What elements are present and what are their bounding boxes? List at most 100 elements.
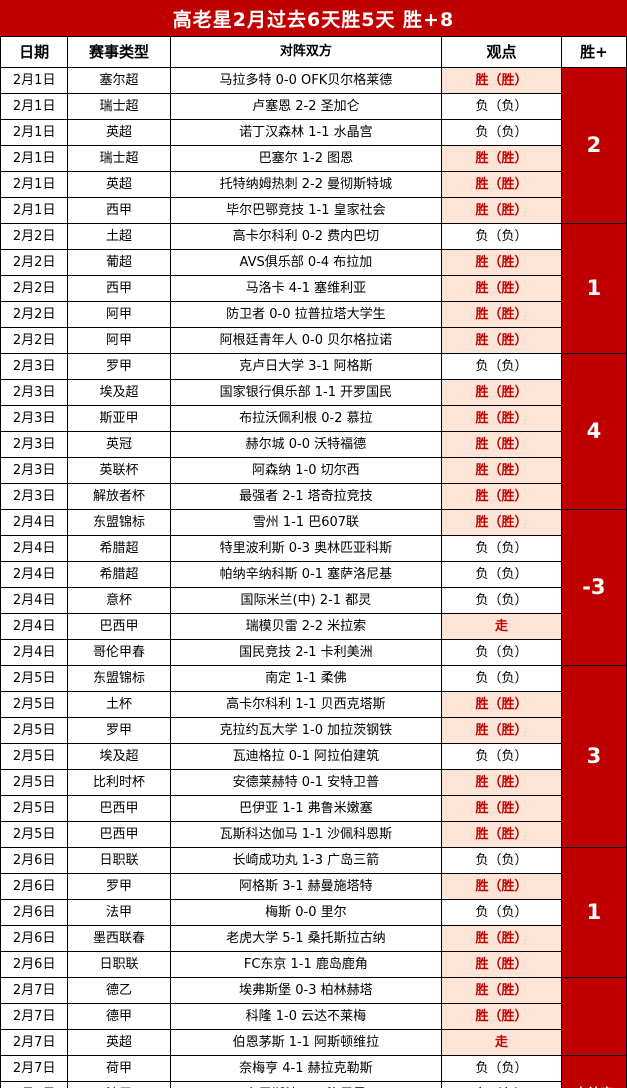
header-match: 对阵双方 (169, 36, 443, 68)
table-row: 2月4日 意杯 国际米兰(中) 2-1 都灵 负（负） (0, 587, 627, 614)
cell-date: 2月3日 (0, 483, 69, 510)
cell-match: 赫尔城 0-0 沃特福德 (169, 431, 443, 458)
cell-view: 胜（胜） (441, 977, 562, 1004)
table-row: 2月5日 罗甲 克拉约瓦大学 1-0 加拉茨钢铁 胜（胜） (0, 717, 627, 744)
cell-league: 法甲 (67, 899, 171, 926)
cell-view: 胜（胜） (441, 951, 562, 978)
cell-date: 2月5日 (0, 665, 69, 692)
cell-match: 南定 1-1 柔佛 (169, 665, 443, 692)
cell-match: 阿格斯 3-1 赫曼施塔特 (169, 873, 443, 900)
cell-league: 德乙 (67, 977, 171, 1004)
cell-match: 马洛卡 4-1 塞维利亚 (169, 275, 443, 302)
cell-date: 2月1日 (0, 93, 69, 120)
cell-match: AVS俱乐部 0-4 布拉加 (169, 249, 443, 276)
cell-date: 2月2日 (0, 223, 69, 250)
cell-league: 哥伦甲春 (67, 639, 171, 666)
cell-league: 希腊超 (67, 561, 171, 588)
cell-date: 2月5日 (0, 743, 69, 770)
table-row: 2月6日 墨西联春 老虎大学 5-1 桑托斯拉古纳 胜（胜） (0, 925, 627, 952)
table-row: 2月1日 英超 诺丁汉森林 1-1 水晶宫 负（负） (0, 119, 627, 146)
table-row: 2月5日 埃及超 瓦迪格拉 0-1 阿拉伯建筑 负（负） (0, 743, 627, 770)
cell-league: 德甲 (67, 1003, 171, 1030)
table-row: 2月3日 埃及超 国家银行俱乐部 1-1 开罗国民 胜（胜） (0, 379, 627, 406)
cell-match: 梅斯 0-0 里尔 (169, 899, 443, 926)
table-row: 2月5日 巴西甲 巴伊亚 1-1 弗鲁米嫩塞 胜（胜） (0, 795, 627, 822)
table-row: 2月3日 英冠 赫尔城 0-0 沃特福德 胜（胜） (0, 431, 627, 458)
table-row: 2月7日 英超 伯恩茅斯 1-1 阿斯顿维拉走 (0, 1029, 627, 1056)
cell-match: 马拉多特 0-0 OFK贝尔格莱德 (169, 67, 443, 94)
cell-date: 2月5日 (0, 821, 69, 848)
cell-league: 法甲 (67, 1081, 171, 1088)
cell-date: 2月7日 (0, 1003, 69, 1030)
cell-view: 胜（胜） (441, 769, 562, 796)
table-row: 2月4日 哥伦甲春 国民竞技 2-1 卡利美洲 负（负） (0, 639, 627, 666)
table-header-row: 日期 赛事类型 对阵双方 观点 胜+ (0, 36, 627, 68)
cell-league: 巴西甲 (67, 613, 171, 640)
cell-match: 卢塞恩 2-2 圣加仑 (169, 93, 443, 120)
cell-match: 国际米兰(中) 2-1 都灵 (169, 587, 443, 614)
cell-view: 走 (441, 1029, 562, 1056)
cell-view: 胜（胜） (441, 145, 562, 172)
table-row: 2月1日 西甲 毕尔巴鄂竞技 1-1 皇家社会 胜（胜） (0, 197, 627, 224)
cell-win-summary (560, 977, 627, 1056)
header-date: 日期 (0, 36, 69, 68)
table-row: 2月4日 希腊超 特里波利斯 0-3 奥林匹亚科斯 负（负） (0, 535, 627, 562)
cell-match: 安德莱赫特 0-1 安特卫普 (169, 769, 443, 796)
cell-league: 阿甲 (67, 327, 171, 354)
cell-match: 毕尔巴鄂竞技 1-1 皇家社会 (169, 197, 443, 224)
cell-view: 胜（胜） (441, 171, 562, 198)
cell-league: 西甲 (67, 275, 171, 302)
table-row: 2月2日 葡超 AVS俱乐部 0-4 布拉加 胜（胜） (0, 249, 627, 276)
cell-view: 胜（胜） (441, 925, 562, 952)
cell-league: 斯亚甲 (67, 405, 171, 432)
cell-date: 2月1日 (0, 197, 69, 224)
table-row: 2月5日 东盟锦标 南定 1-1 柔佛 负（负） 3 (0, 665, 627, 848)
table-row: 2月3日 斯亚甲 布拉沃佩利根 0-2 慕拉 胜（胜） (0, 405, 627, 432)
header-win: 胜+ (560, 36, 627, 68)
cell-view: 负（负） (441, 223, 562, 250)
cell-league: 比利时杯 (67, 769, 171, 796)
cell-match: 长崎成功丸 1-3 广岛三箭 (169, 847, 443, 874)
cell-date: 2月5日 (0, 795, 69, 822)
cell-league: 阿甲 (67, 301, 171, 328)
cell-league: 罗甲 (67, 353, 171, 380)
cell-date: 2月1日 (0, 171, 69, 198)
cell-view: 胜（胜） (441, 717, 562, 744)
cell-date: 2月1日 (0, 119, 69, 146)
cell-date: 2月3日 (0, 353, 69, 380)
cell-match: 布雷斯特 2-0 洛里昂 (169, 1081, 443, 1088)
cell-league: 葡超 (67, 249, 171, 276)
cell-date: 2月6日 (0, 847, 69, 874)
cell-view: 胜（胜） (441, 301, 562, 328)
cell-date: 2月2日 (0, 249, 69, 276)
table-row: 2月6日 日职联 长崎成功丸 1-3 广岛三箭 负（负） 1 (0, 847, 627, 978)
table-row: 2月4日 东盟锦标 雪州 1-1 巴607联 胜（胜） -3 (0, 509, 627, 666)
cell-view: 胜（胜） (441, 457, 562, 484)
cell-view: 负（负） (441, 1081, 562, 1088)
cell-date: 2月6日 (0, 951, 69, 978)
cell-league: 罗甲 (67, 717, 171, 744)
table-row: 2月7日 德乙 埃弗斯堡 0-3 柏林赫塔 胜（胜） (0, 977, 627, 1056)
cell-league: 英超 (67, 171, 171, 198)
cell-view: 负（负） (441, 119, 562, 146)
cell-league: 日职联 (67, 847, 171, 874)
cell-match: 阿森纳 1-0 切尔西 (169, 457, 443, 484)
cell-match: 托特纳姆热刺 2-2 曼彻斯特城 (169, 171, 443, 198)
cell-match: 瓦斯科达伽马 1-1 沙佩科恩斯 (169, 821, 443, 848)
cell-date: 2月7日 (0, 1081, 69, 1088)
cell-view: 胜（胜） (441, 1003, 562, 1030)
cell-match: 最强者 2-1 塔奇拉竞技 (169, 483, 443, 510)
table-row: 2月1日 瑞士超 巴塞尔 1-2 图恩 胜（胜） (0, 145, 627, 172)
cell-date: 2月1日 (0, 67, 69, 94)
table-row: 2月2日 西甲 马洛卡 4-1 塞维利亚 胜（胜） (0, 275, 627, 302)
cell-date: 2月4日 (0, 535, 69, 562)
cell-view: 负（负） (441, 535, 562, 562)
table-row: 2月2日 阿甲 阿根廷青年人 0-0 贝尔格拉诺 胜（胜） (0, 327, 627, 354)
table-row: 2月7日 德甲 科隆 1-0 云达不莱梅 胜（胜） (0, 1003, 627, 1030)
cell-view: 走 (441, 613, 562, 640)
cell-league: 瑞士超 (67, 93, 171, 120)
cell-league: 塞尔超 (67, 67, 171, 94)
cell-win-summary: 3 (560, 665, 627, 848)
cell-match: 诺丁汉森林 1-1 水晶宫 (169, 119, 443, 146)
table-row: 2月6日 日职联 FC东京 1-1 鹿岛鹿角 胜（胜） (0, 951, 627, 978)
